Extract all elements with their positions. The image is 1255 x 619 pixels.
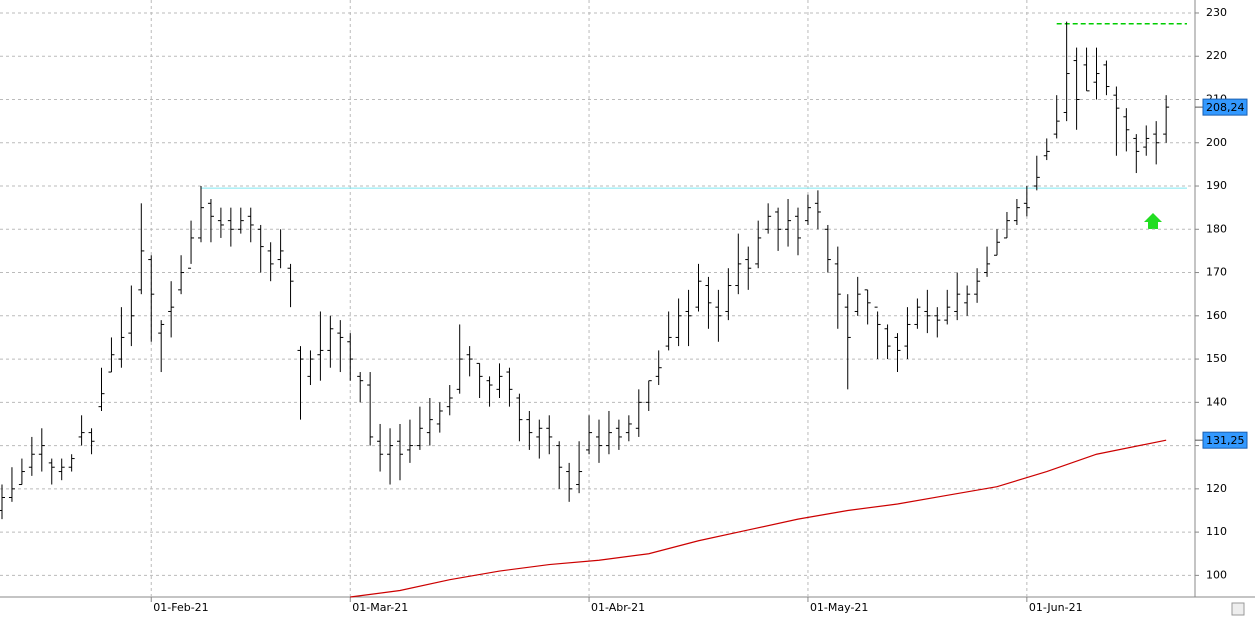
y-tick-label: 120 [1206,482,1227,495]
y-tick-label: 160 [1206,309,1227,322]
x-tick-label: 01-Jun-21 [1029,601,1083,614]
ma-value-box [1202,431,1248,449]
y-tick-label: 190 [1206,179,1227,192]
y-tick-label: 220 [1206,49,1227,62]
up-arrow [1144,213,1162,229]
last-price-label: 208,24 [1206,101,1245,114]
corner-icon[interactable] [1231,602,1245,616]
y-tick-label: 110 [1206,525,1227,538]
y-tick-label: 150 [1206,352,1227,365]
y-tick-label: 180 [1206,222,1227,235]
x-tick-label: 01-May-21 [810,601,868,614]
y-tick-label: 200 [1206,136,1227,149]
last-price-box [1202,98,1248,116]
y-tick-label: 140 [1206,395,1227,408]
x-tick-label: 01-Feb-21 [153,601,208,614]
y-tick-label: 230 [1206,6,1227,19]
y-tick-label: 170 [1206,266,1227,279]
moving-average [350,439,1167,598]
x-tick-label: 01-Abr-21 [591,601,645,614]
y-tick-label: 100 [1206,568,1227,581]
ma-value-label: 131,25 [1206,434,1245,447]
x-tick-label: 01-Mar-21 [352,601,408,614]
